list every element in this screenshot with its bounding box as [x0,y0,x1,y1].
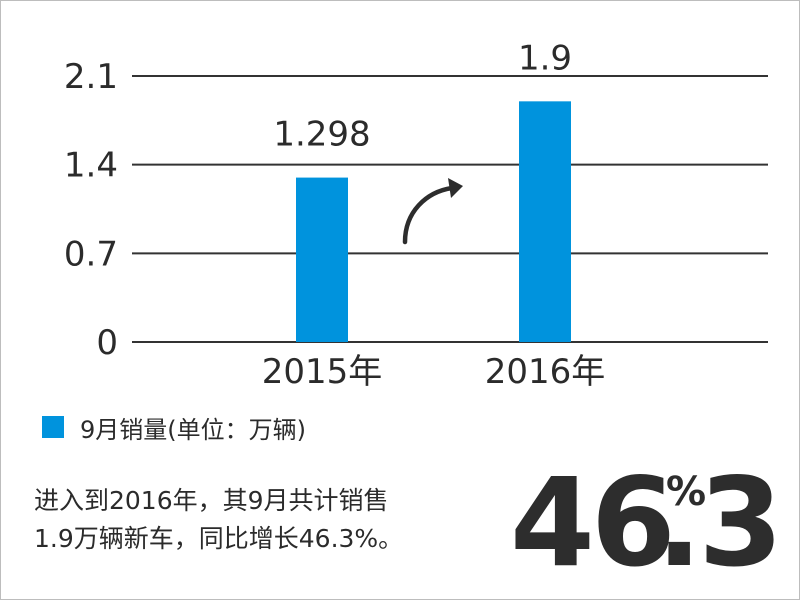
growth-integer-part: 46 [510,452,676,594]
bar-chart: 0 0.7 1.4 2.1 1.298 1.9 2015年 2016年 [64,38,768,392]
bars [296,101,571,342]
bar-2015年 [296,177,348,342]
growth-percent-sign: % [666,469,707,515]
summary-line-1: 进入到2016年，其9月共计销售 [34,486,389,515]
summary-line-2: 1.9万辆新车，同比增长46.3%。 [34,524,404,553]
y-tick-label-0: 0 [96,323,118,363]
data-label-1: 1.9 [518,38,572,78]
increase-arrow-icon [402,178,463,245]
y-tick-label-3: 2.1 [64,57,118,97]
y-tick-label-2: 1.4 [64,146,118,186]
data-label-0: 1.298 [273,115,370,155]
summary-text: 进入到2016年，其9月共计销售 1.9万辆新车，同比增长46.3%。 [34,482,484,558]
y-axis-tick-labels: 0 0.7 1.4 2.1 [64,57,118,363]
y-tick-label-1: 0.7 [64,234,118,274]
growth-decimal-part: .3 [656,452,783,594]
x-axis-category-labels: 2015年 2016年 [262,352,606,392]
category-label-0: 2015年 [262,352,383,392]
bar-2016年 [519,101,571,342]
category-label-1: 2016年 [485,352,606,392]
legend: 9月销量(单位：万辆) [42,412,306,444]
growth-highlight-number: 46 % .3 [506,460,796,590]
increase-arrow-curve [402,185,455,245]
legend-label: 9月销量(单位：万辆) [80,415,306,444]
increase-arrow-head [448,178,463,198]
gridlines [132,75,768,343]
legend-swatch [42,416,64,438]
data-labels: 1.298 1.9 [273,38,572,154]
